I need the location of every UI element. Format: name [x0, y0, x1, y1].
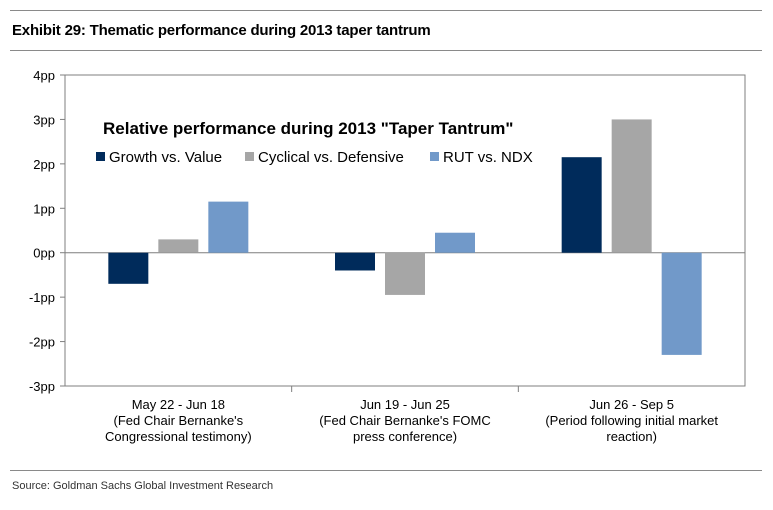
x-category-label: Jun 26 - Sep 5: [589, 397, 674, 412]
y-tick-label: 4pp: [33, 68, 55, 83]
bar-rut-vs-ndx-3: [661, 252, 702, 355]
x-category-label: (Fed Chair Bernanke's: [114, 413, 244, 428]
x-category-label: reaction): [606, 429, 657, 444]
bar-rut-vs-ndx-1: [208, 201, 249, 253]
bar-growth-vs-value-1: [108, 252, 149, 284]
title-rule: [10, 50, 762, 51]
x-category-label: press conference): [353, 429, 457, 444]
bar-cyclical-vs-defensive-1: [158, 239, 199, 253]
y-tick-label: 2pp: [33, 157, 55, 172]
legend-swatch: [96, 152, 105, 161]
x-category-label: (Fed Chair Bernanke's FOMC: [319, 413, 491, 428]
legend-label: Cyclical vs. Defensive: [258, 149, 404, 166]
y-tick-label: -2pp: [29, 335, 55, 350]
top-rule: [10, 10, 762, 11]
y-tick-label: 0pp: [33, 246, 55, 261]
x-category-label: Congressional testimony): [105, 429, 252, 444]
y-tick-label: -3pp: [29, 379, 55, 394]
bar-growth-vs-value-3: [561, 157, 602, 253]
source-rule: [10, 470, 762, 471]
x-category-label: (Period following initial market: [545, 413, 718, 428]
chart-title: Relative performance during 2013 "Taper …: [103, 119, 513, 138]
legend-swatch: [430, 152, 439, 161]
x-category-label: May 22 - Jun 18: [132, 397, 225, 412]
bar-rut-vs-ndx-2: [435, 232, 475, 253]
source-note: Source: Goldman Sachs Global Investment …: [12, 480, 274, 492]
legend-swatch: [245, 152, 254, 161]
legend-label: RUT vs. NDX: [443, 149, 533, 166]
bar-growth-vs-value-2: [335, 252, 375, 271]
x-category-label: Jun 19 - Jun 25: [360, 397, 450, 412]
y-tick-label: 3pp: [33, 112, 55, 127]
bar-cyclical-vs-defensive-2: [385, 252, 425, 295]
y-tick-label: 1pp: [33, 201, 55, 216]
bar-cyclical-vs-defensive-3: [611, 119, 652, 253]
plot-frame: [64, 74, 746, 387]
exhibit-title: Exhibit 29: Thematic performance during …: [12, 22, 431, 39]
legend-label: Growth vs. Value: [109, 149, 222, 166]
y-tick-label: -1pp: [29, 290, 55, 305]
